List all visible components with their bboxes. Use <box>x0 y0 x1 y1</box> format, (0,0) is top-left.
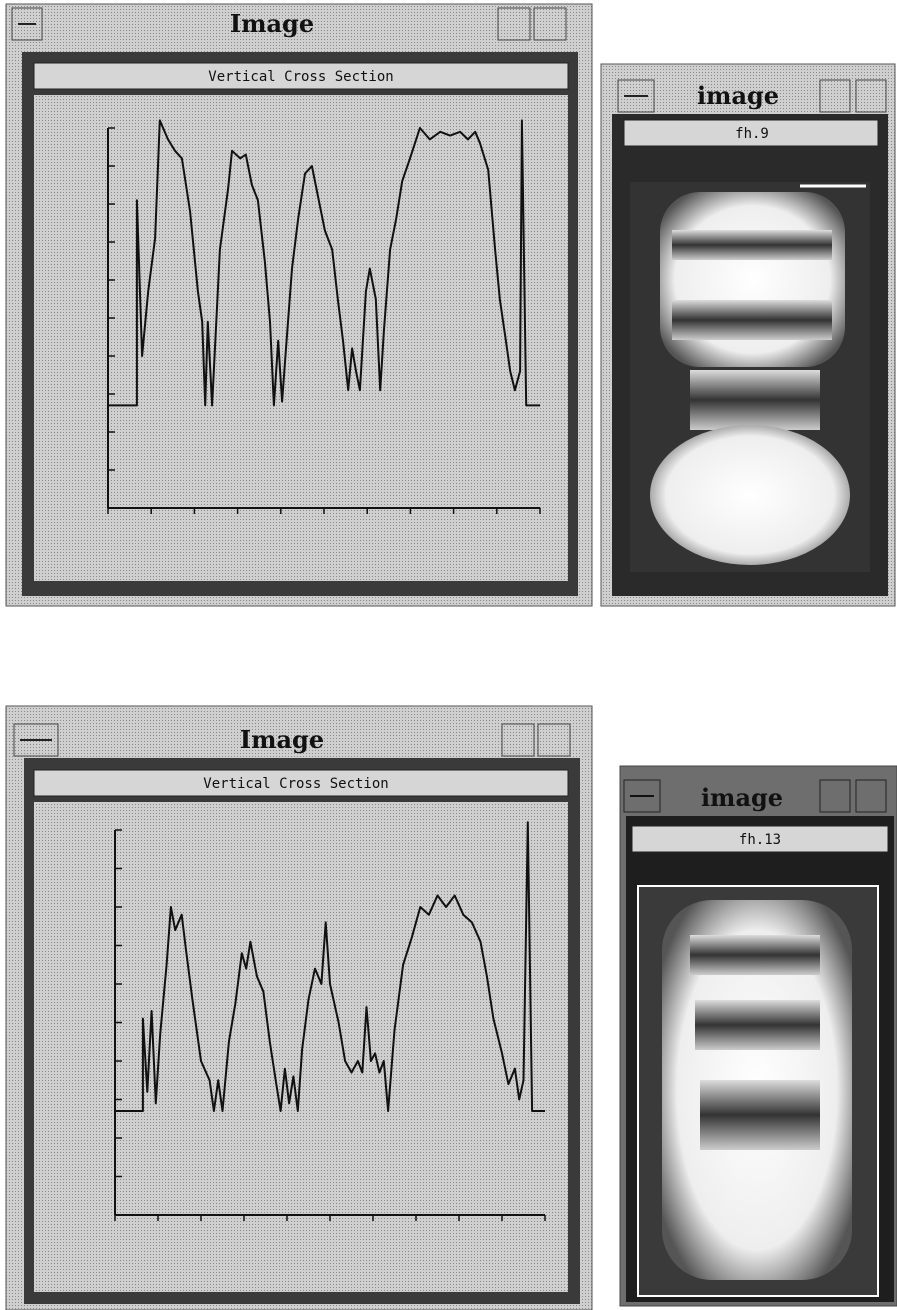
panel-title: Vertical Cross Section <box>203 776 388 792</box>
window: image fh.13 <box>620 766 897 1306</box>
image-band <box>690 935 820 975</box>
image-label: fh.9 <box>735 126 769 142</box>
image-band <box>700 1080 820 1150</box>
window-title: image <box>697 81 779 110</box>
window: Image Vertical Cross Section <box>6 706 592 1310</box>
window: image fh.9 <box>601 64 895 606</box>
image-band <box>672 300 832 340</box>
window-title: image <box>701 783 783 812</box>
image-blob <box>650 425 850 565</box>
screen: Image Vertical Cross Section image fh.9 … <box>0 0 897 1310</box>
window: Image Vertical Cross Section <box>6 4 592 606</box>
panel-title: Vertical Cross Section <box>208 69 393 85</box>
page: Image Vertical Cross Section image fh.9 … <box>0 0 897 1310</box>
image-band <box>695 1000 820 1050</box>
window-title: Image <box>240 725 324 754</box>
window-title: Image <box>230 9 314 38</box>
image-band <box>690 370 820 430</box>
image-band <box>672 230 832 260</box>
image-label: fh.13 <box>739 832 781 848</box>
image-blob <box>660 192 845 367</box>
